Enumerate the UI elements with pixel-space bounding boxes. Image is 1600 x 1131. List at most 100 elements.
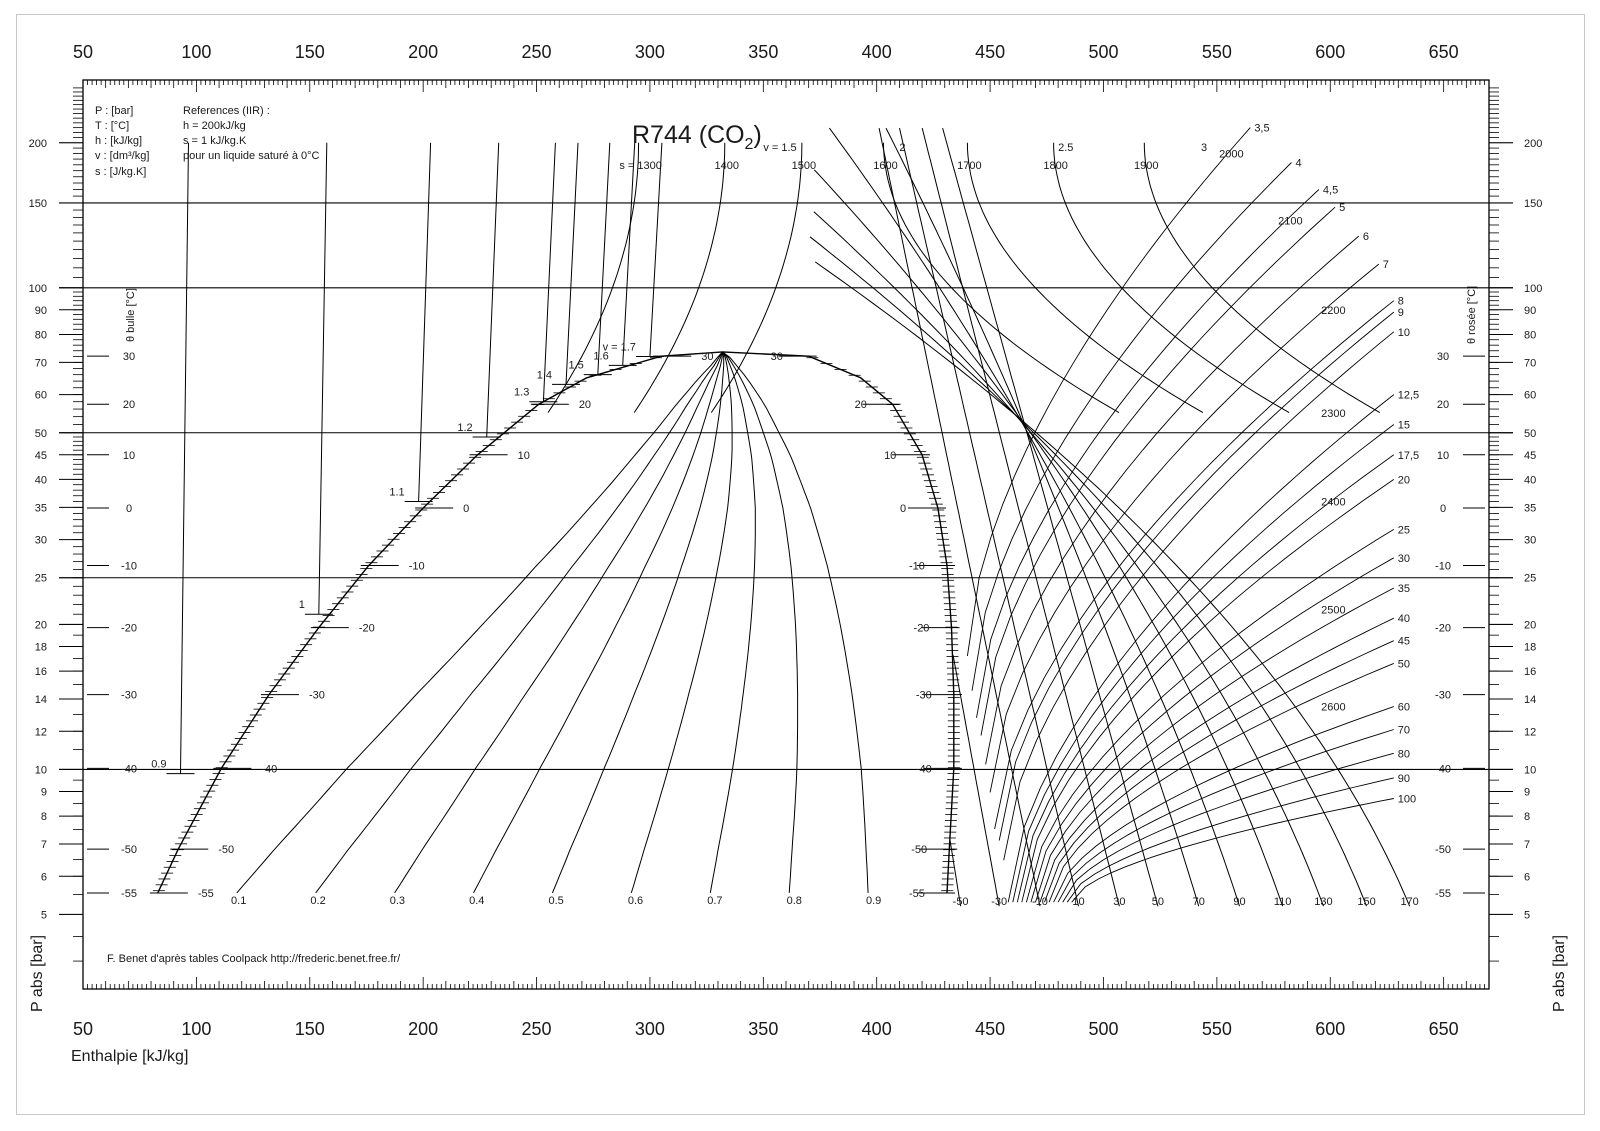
isochore-right-label: 50: [1398, 658, 1410, 670]
x-tick-label-top: 50: [73, 42, 93, 62]
x-tick-label-bottom: 150: [295, 1019, 325, 1039]
isochore-top-label: v = 1.5: [763, 142, 796, 154]
y-tick-label-right: 50: [1524, 428, 1536, 440]
isotherm-bottom-label: 10: [1072, 896, 1084, 908]
isotherm-bottom-label: 50: [1152, 896, 1164, 908]
liquid-volume-label: v = 1.7: [603, 341, 636, 353]
bubble-isotherm-label: -20: [359, 623, 375, 635]
isochore-line: [1003, 331, 1395, 861]
dew-isotherm-label: 0: [900, 503, 906, 515]
property-curves: [152, 127, 1411, 907]
y-tick-label-left: 5: [41, 909, 47, 921]
x-tick-label-bottom: 650: [1429, 1019, 1459, 1039]
quality-line: [394, 351, 723, 894]
y-tick-label-left: 150: [29, 198, 47, 210]
bubble-temp-label: -55: [121, 888, 137, 900]
isochore-right-label: 100: [1398, 794, 1416, 806]
liquid-volume-line: [649, 142, 663, 357]
quality-label: 0.6: [628, 895, 643, 907]
x-tick-label-bottom: 350: [748, 1019, 778, 1039]
x-tick-label-top: 550: [1202, 42, 1232, 62]
y-tick-label-left: 8: [41, 811, 47, 823]
dew-temp-label: 20: [1437, 399, 1449, 411]
isochore-line: [1066, 777, 1394, 903]
isochore-line: [1044, 640, 1394, 903]
bubble-temp-label: -40: [121, 763, 137, 775]
liquid-volume-line: [597, 142, 611, 375]
isentrope-top-label: 1700: [957, 160, 981, 172]
x-tick-label-top: 450: [975, 42, 1005, 62]
isentrope-top-label: 1900: [1134, 160, 1158, 172]
y-tick-label-right: 12: [1524, 726, 1536, 738]
isotherm-bottom-label: 130: [1314, 896, 1332, 908]
plot-area-border: [82, 79, 1490, 990]
isotherm-line: [921, 127, 1120, 907]
isochore-right-label: 17,5: [1398, 450, 1419, 462]
x-tick-label-top: 650: [1429, 42, 1459, 62]
liquid-volume-label: 1.1: [389, 486, 404, 498]
y-tick-label-right: 9: [1524, 786, 1530, 798]
isotherm-line: [814, 169, 1284, 907]
isochore-line: [1012, 424, 1395, 903]
y-tick-label-right: 25: [1524, 573, 1536, 585]
isochore-line: [1030, 557, 1395, 903]
y-tick-label-left: 18: [35, 641, 47, 653]
quality-label: 0.2: [310, 895, 325, 907]
dew-temp-label: -55: [1435, 888, 1451, 900]
dew-isotherm-label: 20: [855, 399, 867, 411]
references-line-3: s = 1 kJ/kg.K: [183, 135, 247, 147]
liquid-volume-label: 1.5: [568, 360, 583, 372]
dew-temp-label: -30: [1435, 690, 1451, 702]
isentrope-top-label: 1500: [792, 160, 816, 172]
y-tick-label-left: 90: [35, 305, 47, 317]
isentrope-right-label: 2300: [1321, 408, 1345, 420]
y-tick-label-left: 40: [35, 474, 47, 486]
quality-line: [722, 351, 799, 893]
x-tick-label-top: 400: [862, 42, 892, 62]
isochore-right-label: 20: [1398, 474, 1410, 486]
dew-temp-label: 10: [1437, 450, 1449, 462]
isotherm-line: [942, 127, 1159, 907]
references-line-1: References (IIR) :: [183, 105, 270, 117]
isentrope-top-label: s = 1300: [619, 160, 662, 172]
isochore-line: [971, 162, 1292, 691]
quality-line: [315, 351, 723, 894]
y-tick-label-left: 10: [35, 764, 47, 776]
y-tick-label-right: 20: [1524, 619, 1536, 631]
y-tick-label-left: 100: [29, 283, 47, 295]
isochore-right-label: 15: [1398, 420, 1410, 432]
dew-temp-label: -10: [1435, 561, 1451, 573]
x-tick-label-bottom: 300: [635, 1019, 665, 1039]
isotherm-bottom-label: 170: [1400, 896, 1418, 908]
liquid-volume-line: [486, 142, 500, 438]
isochore-top-label: 2.5: [1058, 142, 1073, 154]
y-axis-label-left: P abs [bar]: [29, 935, 46, 1012]
quality-label: 0.5: [549, 895, 564, 907]
bubble-isotherm-label: 30: [701, 351, 713, 363]
quality-line: [236, 351, 723, 894]
isentrope-right-label: 2400: [1321, 496, 1345, 508]
dew-line: [722, 351, 955, 893]
y-tick-label-right: 40: [1524, 474, 1536, 486]
x-tick-label-bottom: 550: [1202, 1019, 1232, 1039]
isochore-line: [1035, 587, 1395, 903]
isochore-right-label: 10: [1398, 327, 1410, 339]
dew-isotherm-label: -40: [916, 763, 932, 775]
isotherm-bottom-label: -10: [1032, 896, 1048, 908]
isotherm-bottom-label: 70: [1193, 896, 1205, 908]
isochore-line: [1053, 706, 1394, 903]
x-tick-label-bottom: 500: [1088, 1019, 1118, 1039]
y-tick-label-right: 45: [1524, 450, 1536, 462]
dew-isotherm-label: -30: [916, 690, 932, 702]
bubble-isotherm-label: -55: [198, 888, 214, 900]
chart-title: R744 (CO2): [632, 121, 762, 153]
bubble-isotherm-label: 20: [579, 399, 591, 411]
isentrope-line: [547, 142, 640, 413]
y-tick-label-right: 16: [1524, 666, 1536, 678]
quality-label: 0.7: [707, 895, 722, 907]
dew-isotherm-label: 30: [771, 351, 783, 363]
isotherm-line: [899, 127, 1079, 907]
isochore-right-label: 6: [1363, 231, 1369, 243]
y-tick-label-right: 10: [1524, 764, 1536, 776]
liquid-volume-line: [318, 142, 328, 615]
